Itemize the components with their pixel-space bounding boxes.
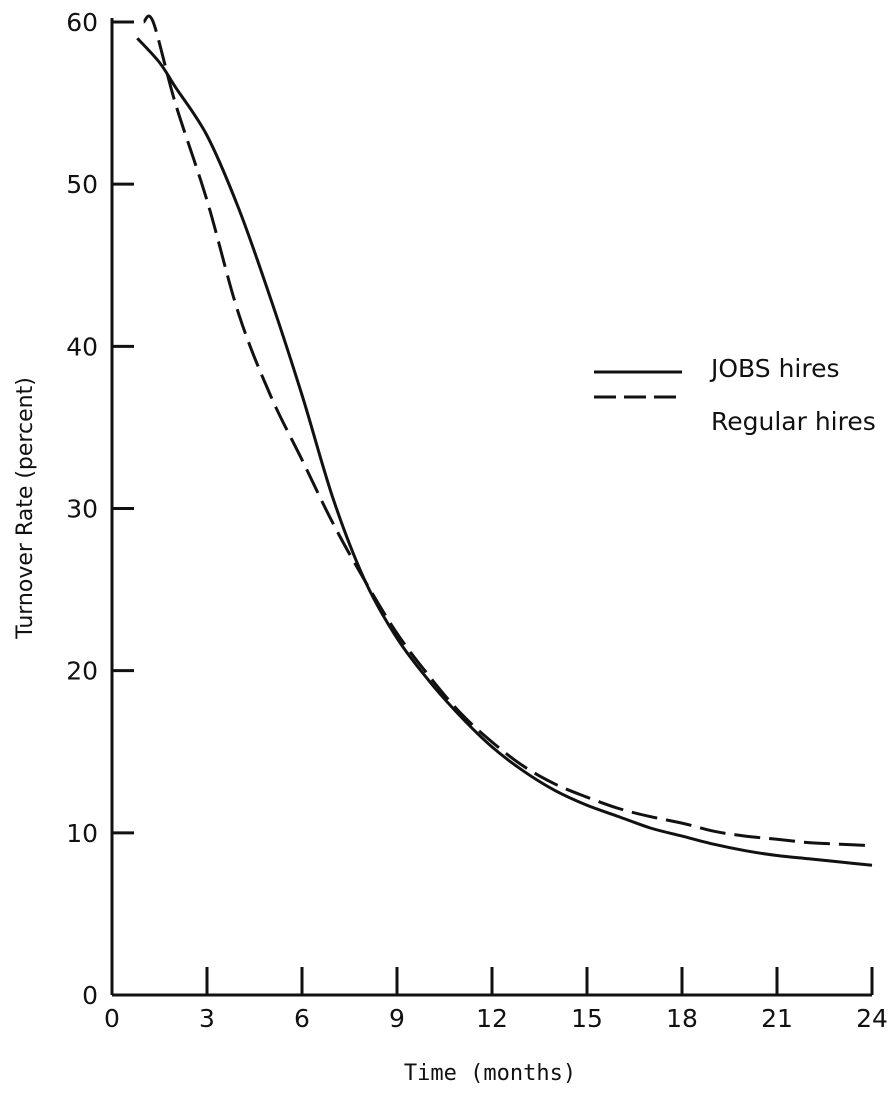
y-axis-label: Turnover Rate (percent)	[13, 377, 38, 640]
y-tick-label-40: 40	[66, 332, 98, 361]
x-tick-label-3: 3	[199, 1004, 215, 1033]
y-tick-label-0: 0	[82, 981, 98, 1010]
x-tick-label-0: 0	[104, 1004, 120, 1033]
x-tick-label-21: 21	[761, 1004, 793, 1033]
x-axis-label: Time (months)	[404, 1061, 576, 1086]
legend-label-jobs-hires: JOBS hires	[709, 354, 840, 383]
legend: JOBS hires Regular hires	[594, 354, 876, 436]
series-line-jobs-hires	[136, 37, 873, 867]
x-tick-label-15: 15	[571, 1004, 603, 1033]
x-tick-label-24: 24	[856, 1004, 888, 1033]
y-tick-label-30: 30	[66, 495, 98, 524]
x-tick-label-18: 18	[666, 1004, 698, 1033]
y-tick-label-20: 20	[66, 657, 98, 686]
x-tick-label-6: 6	[294, 1004, 310, 1033]
y-tick-label-50: 50	[66, 170, 98, 199]
y-tick-label-10: 10	[66, 819, 98, 848]
series-line-regular-hires	[142, 14, 873, 848]
x-tick-label-9: 9	[389, 1004, 405, 1033]
y-tick-label-60: 60	[66, 8, 98, 37]
legend-label-regular-hires: Regular hires	[711, 407, 876, 436]
x-tick-label-12: 12	[476, 1004, 508, 1033]
